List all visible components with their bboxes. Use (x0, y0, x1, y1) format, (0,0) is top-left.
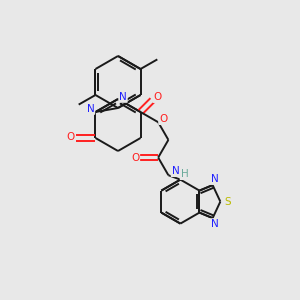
Text: N: N (87, 104, 94, 114)
Text: N: N (211, 219, 218, 229)
Text: N: N (172, 166, 179, 176)
Text: N: N (211, 174, 218, 184)
Text: H: H (181, 169, 188, 179)
Text: O: O (66, 132, 74, 142)
Text: S: S (224, 196, 231, 207)
Text: O: O (131, 152, 139, 163)
Text: N: N (119, 92, 127, 102)
Text: O: O (159, 114, 167, 124)
Text: O: O (153, 92, 161, 102)
